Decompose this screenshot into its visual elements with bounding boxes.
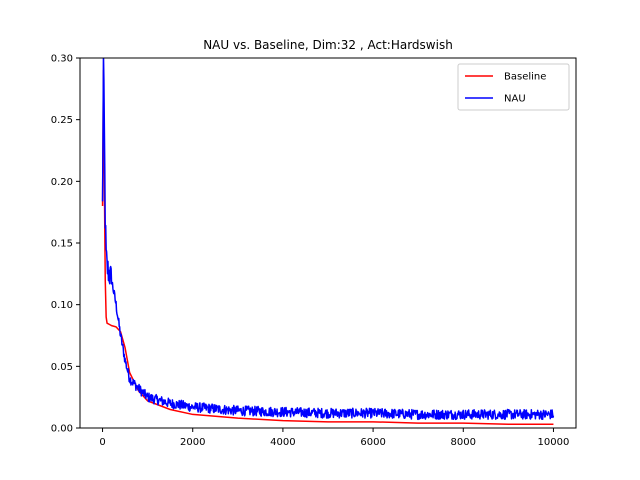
y-tick-label: 0.05: [51, 362, 73, 373]
y-tick-label: 0.25: [51, 115, 73, 126]
y-tick-label: 0.00: [51, 424, 73, 435]
y-tick-label: 0.10: [51, 300, 73, 311]
chart-title: NAU vs. Baseline, Dim:32 , Act:Hardswish: [203, 38, 453, 52]
x-axis: 0 2000 4000 6000 8000 10000: [99, 428, 569, 448]
legend-label: Baseline: [504, 72, 546, 83]
x-tick-label: 8000: [451, 437, 476, 448]
legend: Baseline NAU: [457, 63, 570, 111]
x-tick-label: 10000: [538, 437, 570, 448]
y-axis: 0.00 0.05 0.10 0.15 0.20 0.25 0.30: [51, 54, 80, 435]
y-tick-label: 0.15: [51, 239, 73, 250]
x-tick-label: 6000: [360, 437, 385, 448]
x-tick-label: 2000: [180, 437, 205, 448]
x-tick-label: 4000: [270, 437, 295, 448]
series-line-nau: [101, 58, 555, 421]
x-tick-label: 0: [99, 437, 105, 448]
y-tick-label: 0.30: [51, 54, 73, 65]
legend-label: NAU: [504, 94, 526, 105]
y-tick-label: 0.20: [51, 177, 73, 188]
series-layer: [101, 58, 555, 426]
